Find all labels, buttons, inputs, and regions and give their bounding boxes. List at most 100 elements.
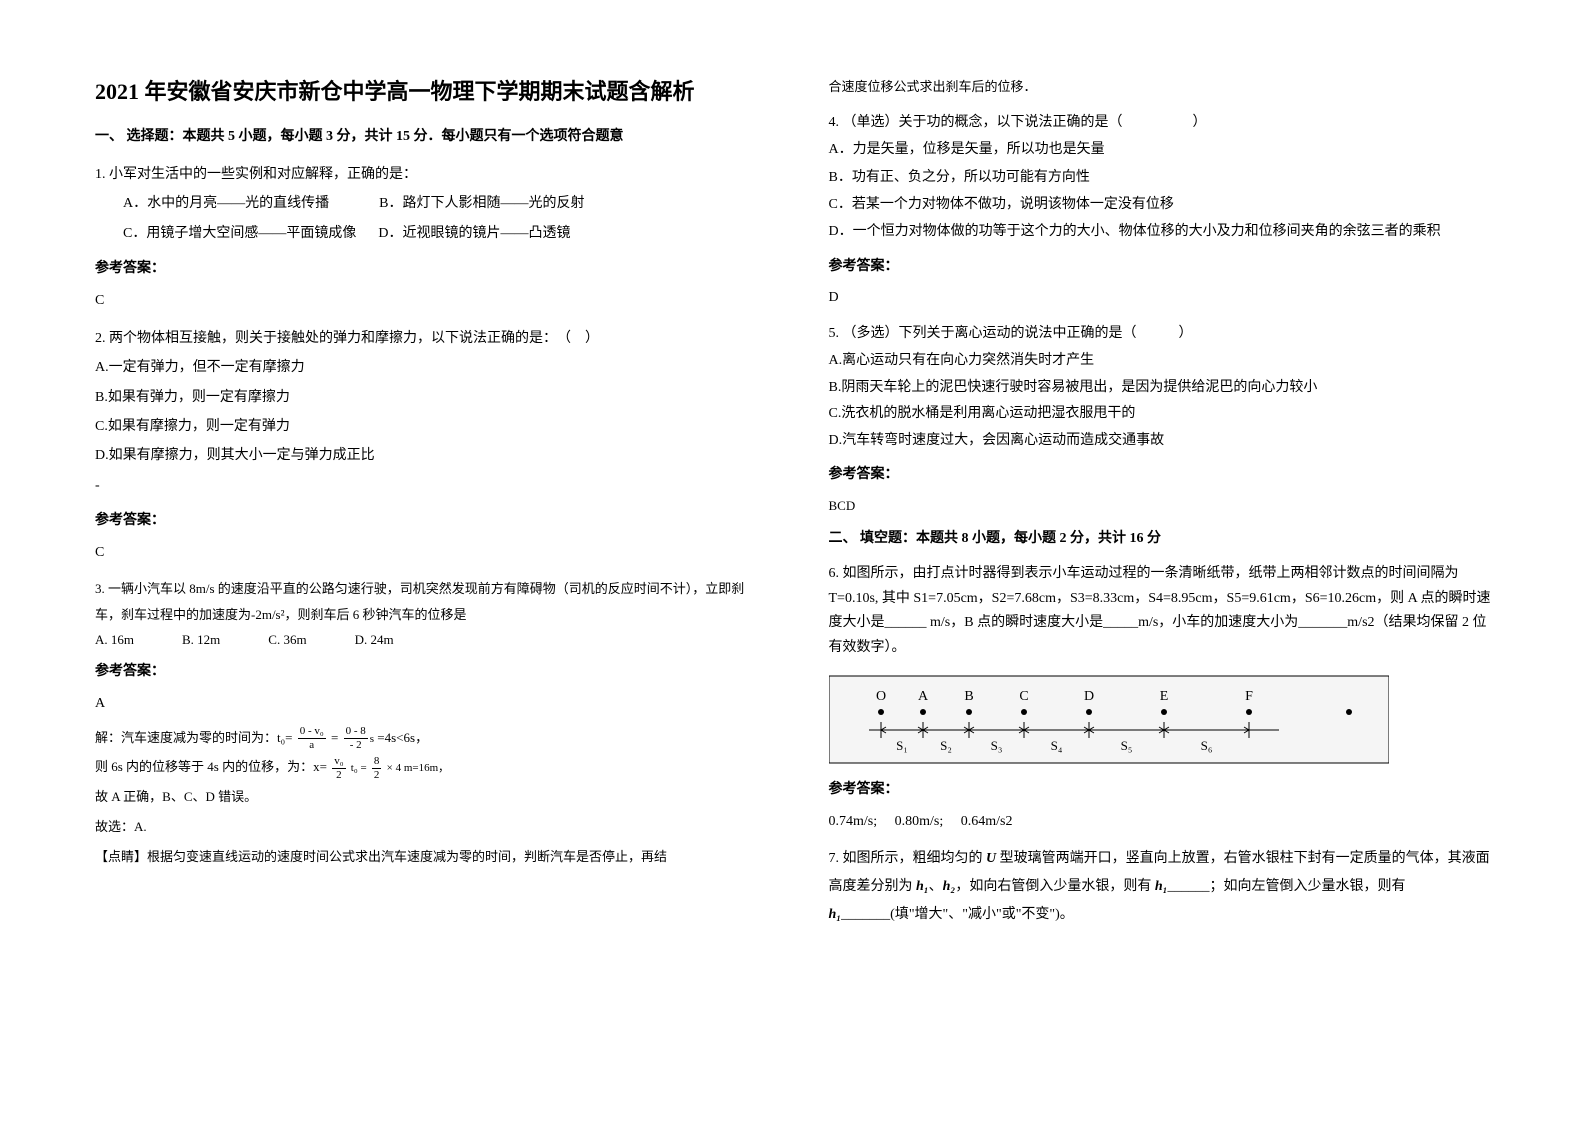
q2: 2. 两个物体相互接触，则关于接触处的弹力和摩擦力，以下说法正确的是： （ ） … [95, 324, 759, 500]
svg-text:F: F [1245, 689, 1253, 704]
q3-sol-mid: t₀ = [351, 762, 367, 774]
q4-answer: D [829, 285, 1493, 311]
q5-b: B.阴雨天车轮上的泥巴快速行驶时容易被甩出，是因为提供给泥巴的向心力较小 [829, 375, 1493, 402]
svg-text:S₃: S₃ [990, 738, 1002, 753]
svg-text:D: D [1083, 689, 1093, 704]
svg-text:S₁: S₁ [896, 738, 908, 753]
q1-options-row1: A．水中的月亮——光的直线传播 B．路灯下人影相随——光的反射 [95, 189, 759, 218]
q3-frac3-den: 2 [332, 769, 345, 781]
q1-c: C．用镜子增大空间感——平面镜成像 [123, 219, 356, 248]
q7-h2: h₂ [943, 879, 956, 894]
q3-sol-line4: 故选：A. [95, 812, 759, 842]
svg-text:S₂: S₂ [940, 738, 952, 753]
q3-c: C. 36m [268, 630, 306, 651]
q5: 5. （多选）下列关于离心运动的说法中正确的是（ ） A.离心运动只有在向心力突… [829, 321, 1493, 454]
q7-h1-2: h₁ [1155, 879, 1168, 894]
q3-sol-prefix: 解：汽车速度减为零的时间为：t₀= [95, 730, 292, 745]
q7-c: 、 [929, 879, 943, 894]
q1-a: A．水中的月亮——光的直线传播 [123, 189, 329, 218]
q3-answer-label: 参考答案： [95, 659, 759, 685]
q2-c: C.如果有摩擦力，则一定有弹力 [95, 412, 759, 441]
q1-stem: 1. 小军对生活中的一些实例和对应解释，正确的是： [95, 160, 759, 189]
tape-diagram: O A B C D E F S₁ S₂ S₃ S₄ S₅ S₆ [829, 672, 1389, 767]
q6-answer-label: 参考答案： [829, 777, 1493, 803]
q3-frac2-den: - 2 [344, 739, 368, 751]
q3-choices: A. 16m B. 12m C. 36m D. 24m [95, 630, 759, 651]
q5-c: C.洗衣机的脱水桶是利用离心运动把湿衣服甩干的 [829, 401, 1493, 428]
q7-a: 7. 如图所示，粗细均匀的 [829, 851, 987, 866]
q3-sol-eq1: = [331, 730, 338, 745]
q7-u: U [986, 851, 996, 866]
svg-text:O: O [875, 689, 885, 704]
q4-b: B．功有正、负之分，所以功可能有方向性 [829, 164, 1493, 191]
svg-text:S₆: S₆ [1200, 738, 1212, 753]
page-columns: 2021 年安徽省安庆市新仓中学高一物理下学期期末试题含解析 一、 选择题：本题… [95, 75, 1492, 933]
q7: 7. 如图所示，粗细均匀的 U 型玻璃管两端开口，竖直向上放置，右管水银柱下封有… [829, 845, 1493, 929]
right-column: 合速度位移公式求出刹车后的位移． 4. （单选）关于功的概念，以下说法正确的是（… [829, 75, 1493, 933]
q2-a: A.一定有弹力，但不一定有摩擦力 [95, 353, 759, 382]
q3-sol-suffix1: =4s<6s， [377, 730, 428, 745]
q3-frac1: 0 - v₀ a [298, 726, 326, 751]
q3-a: A. 16m [95, 630, 134, 651]
q3-frac4-den: 2 [372, 769, 382, 781]
q3-frac2: 0 - 8 - 2 [344, 726, 368, 751]
svg-text:S₅: S₅ [1120, 738, 1132, 753]
q3-sol-line1: 解：汽车速度减为零的时间为：t₀= 0 - v₀ a = 0 - 8 - 2 s… [95, 723, 759, 753]
q3-sol-line2a: 则 6s 内的位移等于 4s 内的位移，为：x= [95, 759, 327, 774]
svg-text:A: A [917, 689, 928, 704]
q3-solution: 解：汽车速度减为零的时间为：t₀= 0 - v₀ a = 0 - 8 - 2 s… [95, 723, 759, 872]
q3-stem: 3. 一辆小汽车以 8m/s 的速度沿平直的公路匀速行驶，司机突然发现前方有障碍… [95, 576, 759, 628]
q1: 1. 小军对生活中的一些实例和对应解释，正确的是： A．水中的月亮——光的直线传… [95, 160, 759, 248]
q3: 3. 一辆小汽车以 8m/s 的速度沿平直的公路匀速行驶，司机突然发现前方有障碍… [95, 576, 759, 651]
q3-sol-line2: 则 6s 内的位移等于 4s 内的位移，为：x= v₀ 2 t₀ = 8 2 ×… [95, 752, 759, 782]
q6-stem: 6. 如图所示，由打点计时器得到表示小车运动过程的一条清晰纸带，纸带上两相邻计数… [829, 562, 1493, 660]
q3-answer: A [95, 691, 759, 717]
q5-stem: 5. （多选）下列关于离心运动的说法中正确的是（ ） [829, 321, 1493, 348]
q2-dash: - [95, 471, 759, 500]
q7-d: ，如向右管倒入少量水银，则有 [955, 879, 1155, 894]
q3-b: B. 12m [182, 630, 220, 651]
q2-stem: 2. 两个物体相互接触，则关于接触处的弹力和摩擦力，以下说法正确的是： （ ） [95, 324, 759, 353]
q3-sol-line5: 【点睛】根据匀变速直线运动的速度时间公式求出汽车速度减为零的时间，判断汽车是否停… [95, 842, 759, 872]
q1-answer-label: 参考答案： [95, 256, 759, 282]
q5-a: A.离心运动只有在向心力突然消失时才产生 [829, 348, 1493, 375]
q2-answer: C [95, 540, 759, 566]
q3-frac1-num: 0 - v₀ [298, 726, 326, 739]
q7-blank1: ______ [1168, 879, 1210, 894]
q5-d: D.汽车转弯时速度过大，会因离心运动而造成交通事故 [829, 428, 1493, 455]
q2-b: B.如果有弹力，则一定有摩擦力 [95, 383, 759, 412]
q4-c: C．若某一个力对物体不做功，说明该物体一定没有位移 [829, 191, 1493, 218]
q4: 4. （单选）关于功的概念，以下说法正确的是（ ） A．力是矢量，位移是矢量，所… [829, 109, 1493, 245]
q6-answer: 0.74m/s; 0.80m/s; 0.64m/s2 [829, 809, 1493, 835]
svg-text:S₄: S₄ [1050, 738, 1062, 753]
q4-d: D．一个恒力对物体做的功等于这个力的大小、物体位移的大小及力和位移间夹角的余弦三… [829, 218, 1493, 245]
q3-frac1-den: a [298, 739, 326, 751]
section2-header: 二、 填空题：本题共 8 小题，每小题 2 分，共计 16 分 [829, 526, 1493, 552]
svg-text:E: E [1159, 689, 1168, 704]
q3-frac4-num: 8 [372, 756, 382, 769]
svg-text:C: C [1019, 689, 1028, 704]
q7-f: (填"增大"、"减小"或"不变")。 [890, 907, 1074, 922]
q4-a: A．力是矢量，位移是矢量，所以功也是矢量 [829, 136, 1493, 163]
q3-frac3-num: v₀ [332, 756, 345, 769]
q4-stem: 4. （单选）关于功的概念，以下说法正确的是（ ） [829, 109, 1493, 136]
q3-frac2-num: 0 - 8 [344, 726, 368, 739]
q7-h1-3: h₁ [829, 907, 842, 922]
svg-text:B: B [964, 689, 973, 704]
q3-sol-line3: 故 A 正确，B、C、D 错误。 [95, 782, 759, 812]
q7-h1: h₁ [916, 879, 929, 894]
q5-answer: BCD [829, 494, 1493, 518]
exam-title: 2021 年安徽省安庆市新仓中学高一物理下学期期末试题含解析 [95, 75, 759, 108]
q7-blank2: _______ [841, 907, 890, 922]
q3-frac3: v₀ 2 [332, 756, 345, 781]
q5-answer-label: 参考答案： [829, 462, 1493, 488]
q1-b: B．路灯下人影相随——光的反射 [379, 189, 584, 218]
q3-d: D. 24m [355, 630, 394, 651]
q3-sol-suffix2: × 4 m=16m， [387, 762, 450, 774]
q2-d: D.如果有摩擦力，则其大小一定与弹力成正比 [95, 441, 759, 470]
section1-header: 一、 选择题：本题共 5 小题，每小题 3 分，共计 15 分．每小题只有一个选… [95, 124, 759, 150]
q1-d: D．近视眼镜的镜片——凸透镜 [378, 219, 570, 248]
q4-answer-label: 参考答案： [829, 254, 1493, 280]
q7-e: ；如向左管倒入少量水银，则有 [1210, 879, 1406, 894]
q6-diagram: O A B C D E F S₁ S₂ S₃ S₄ S₅ S₆ [829, 672, 1493, 767]
